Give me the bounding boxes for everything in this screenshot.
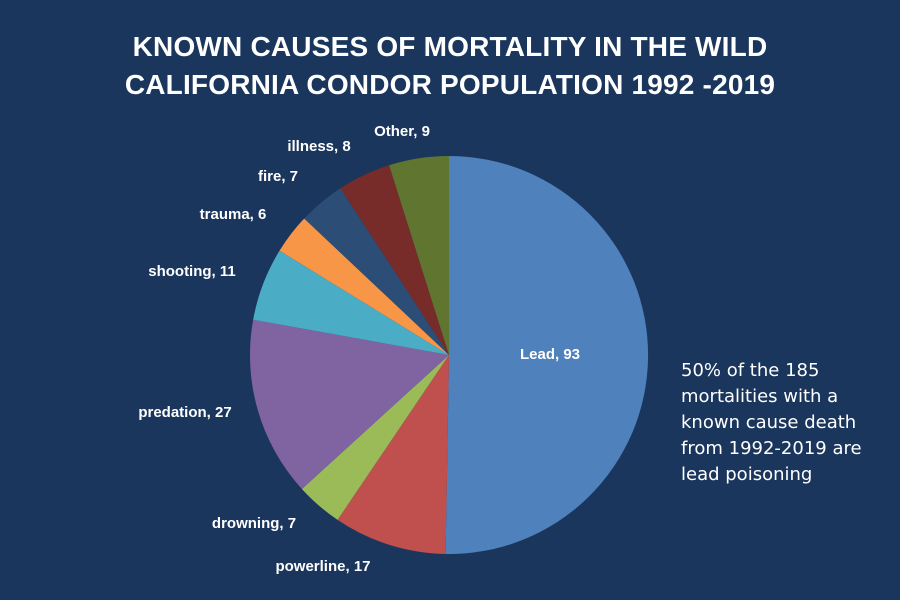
chart-title: KNOWN CAUSES OF MORTALITY IN THE WILD CA…: [0, 28, 900, 104]
chart-title-line-2: CALIFORNIA CONDOR POPULATION 1992 -2019: [124, 69, 776, 100]
data-label-trauma: trauma, 6: [200, 206, 267, 223]
pie-slice-drowning: [301, 355, 449, 520]
annotation-line-5: lead poisoning: [681, 464, 813, 485]
annotation-line-2: mortalities with a: [681, 386, 839, 407]
annotation-line-4: from 1992-2019 are: [681, 438, 862, 459]
data-label-other: Other, 9: [374, 123, 430, 140]
pie-slice-predation: [250, 319, 449, 489]
pie-slice-powerline: [337, 355, 449, 554]
pie-slice-trauma: [279, 218, 449, 355]
data-label-lead: Lead, 93: [520, 346, 580, 363]
chart-annotation: 50% of the 185 mortalities with a known …: [681, 358, 891, 488]
data-label-predation: predation, 27: [138, 404, 231, 421]
annotation-line-3: known cause death: [681, 412, 857, 433]
chart-title-line-1: KNOWN CAUSES OF MORTALITY IN THE WILD: [132, 31, 768, 62]
annotation-line-1: 50% of the 185: [681, 360, 820, 381]
pie-slice-lead: [445, 155, 649, 554]
pie-slice-other: [389, 156, 449, 355]
data-label-drowning: drowning, 7: [212, 515, 296, 532]
data-label-fire: fire, 7: [258, 168, 298, 185]
data-label-powerline: powerline, 17: [275, 558, 370, 575]
pie-slice-illness: [340, 165, 449, 355]
data-label-illness: illness, 8: [287, 138, 350, 155]
pie-slice-shooting: [253, 250, 449, 355]
data-label-shooting: shooting, 11: [148, 263, 236, 280]
pie-slice-fire: [304, 188, 449, 355]
